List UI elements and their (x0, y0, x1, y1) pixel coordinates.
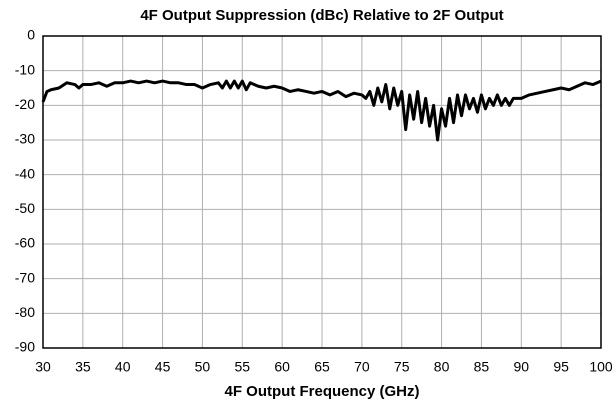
y-tick-label: -20 (15, 96, 35, 112)
y-tick-label: -40 (15, 165, 35, 181)
x-tick-label: 90 (513, 359, 529, 375)
x-tick-label: 80 (434, 359, 450, 375)
chart-title: 4F Output Suppression (dBc) Relative to … (140, 7, 503, 24)
x-tick-label: 75 (394, 359, 410, 375)
x-tick-label: 55 (234, 359, 250, 375)
x-tick-label: 45 (155, 359, 171, 375)
x-tick-label: 50 (195, 359, 211, 375)
y-tick-label: -10 (15, 61, 35, 77)
x-tick-label: 100 (589, 359, 613, 375)
x-axis-label: 4F Output Frequency (GHz) (225, 383, 420, 400)
plot-frame (42, 35, 602, 349)
x-tick-label: 95 (553, 359, 569, 375)
y-tick-label: -30 (15, 131, 35, 147)
x-tick-label: 30 (35, 359, 51, 375)
x-tick-label: 70 (354, 359, 370, 375)
y-tick-label: -60 (15, 235, 35, 251)
y-tick-label: 0 (27, 27, 35, 43)
x-tick-label: 35 (75, 359, 91, 375)
x-tick-label: 85 (474, 359, 490, 375)
y-tick-label: -70 (15, 269, 35, 285)
data-line (41, 79, 602, 142)
x-tick-label: 60 (274, 359, 290, 375)
x-tick-label: 40 (115, 359, 131, 375)
y-tick-label: -90 (15, 339, 35, 355)
y-tick-label: -80 (15, 304, 35, 320)
x-tick-label: 65 (314, 359, 330, 375)
y-tick-label: -50 (15, 200, 35, 216)
